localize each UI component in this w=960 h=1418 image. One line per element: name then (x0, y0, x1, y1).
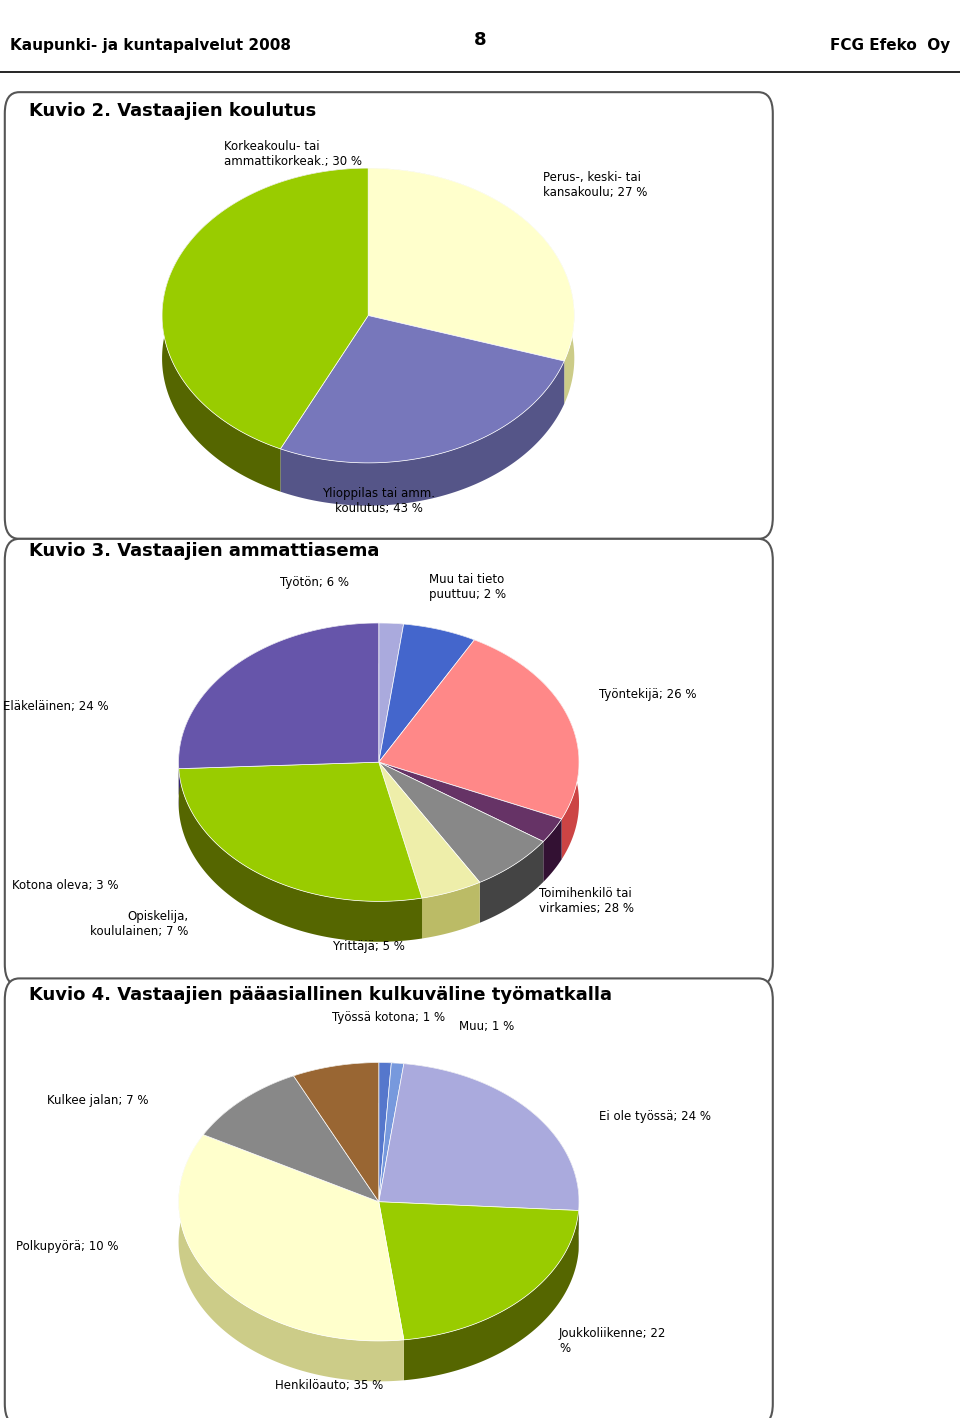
Text: Polkupyörä; 10 %: Polkupyörä; 10 % (16, 1241, 118, 1254)
Text: Toimihenkilö tai
virkamies; 28 %: Toimihenkilö tai virkamies; 28 % (539, 888, 634, 916)
Text: FCG Efeko  Oy: FCG Efeko Oy (830, 38, 950, 52)
Polygon shape (379, 623, 403, 763)
Polygon shape (480, 841, 543, 923)
Polygon shape (404, 1211, 579, 1380)
Text: 8: 8 (473, 31, 487, 50)
Polygon shape (369, 169, 574, 404)
Text: Korkeakoulu- tai
ammattikorkeak.; 30 %: Korkeakoulu- tai ammattikorkeak.; 30 % (224, 140, 362, 169)
Text: Kuvio 4. Vastaajien pääasiallinen kulkuväline työmatkalla: Kuvio 4. Vastaajien pääasiallinen kulkuv… (29, 986, 612, 1004)
Polygon shape (379, 1062, 392, 1202)
Polygon shape (474, 640, 579, 859)
Polygon shape (179, 623, 379, 810)
Polygon shape (162, 169, 369, 492)
Polygon shape (294, 1062, 379, 1202)
Polygon shape (379, 623, 403, 665)
Polygon shape (369, 169, 574, 362)
Polygon shape (379, 1064, 579, 1211)
Polygon shape (379, 624, 474, 763)
Text: Henkilöauto; 35 %: Henkilöauto; 35 % (275, 1380, 383, 1392)
Polygon shape (179, 623, 379, 769)
Text: Perus-, keski- tai
kansakoulu; 27 %: Perus-, keski- tai kansakoulu; 27 % (543, 170, 648, 199)
Text: Muu; 1 %: Muu; 1 % (459, 1020, 515, 1034)
Polygon shape (379, 763, 543, 882)
Text: Opiskelija,
koululainen; 7 %: Opiskelija, koululainen; 7 % (90, 910, 188, 937)
Polygon shape (179, 1134, 404, 1341)
Text: Ei ole työssä; 24 %: Ei ole työssä; 24 % (599, 1110, 711, 1123)
Polygon shape (204, 1076, 294, 1176)
Text: Eläkeläinen; 24 %: Eläkeläinen; 24 % (3, 699, 108, 713)
Polygon shape (162, 169, 369, 450)
Text: Kotona oleva; 3 %: Kotona oleva; 3 % (12, 879, 118, 892)
Polygon shape (280, 362, 564, 506)
Polygon shape (379, 640, 579, 820)
Text: Joukkoliikenne; 22
%: Joukkoliikenne; 22 % (559, 1327, 666, 1356)
Polygon shape (294, 1062, 379, 1116)
Polygon shape (179, 763, 422, 902)
Polygon shape (379, 1064, 404, 1202)
Text: Työntekijä; 26 %: Työntekijä; 26 % (599, 688, 697, 702)
Polygon shape (379, 763, 480, 898)
Polygon shape (543, 820, 562, 882)
Polygon shape (280, 316, 564, 462)
Text: Kaupunki- ja kuntapalvelut 2008: Kaupunki- ja kuntapalvelut 2008 (10, 38, 291, 52)
Text: Työssä kotona; 1 %: Työssä kotona; 1 % (332, 1011, 445, 1024)
Polygon shape (204, 1076, 379, 1202)
Polygon shape (379, 1202, 579, 1340)
Text: Yrittäjä; 5 %: Yrittäjä; 5 % (332, 940, 405, 953)
Polygon shape (379, 763, 562, 841)
Polygon shape (392, 1064, 404, 1105)
Polygon shape (403, 624, 474, 681)
Text: Ylioppilas tai amm.
koulutus; 43 %: Ylioppilas tai amm. koulutus; 43 % (322, 486, 435, 515)
Polygon shape (422, 882, 480, 939)
Text: Kuvio 3. Vastaajien ammattiasema: Kuvio 3. Vastaajien ammattiasema (29, 542, 379, 560)
Polygon shape (179, 769, 422, 942)
Polygon shape (379, 1062, 392, 1103)
Text: Muu tai tieto
puuttuu; 2 %: Muu tai tieto puuttuu; 2 % (429, 573, 506, 601)
Text: Kuvio 2. Vastaajien koulutus: Kuvio 2. Vastaajien koulutus (29, 102, 316, 121)
Text: Kulkee jalan; 7 %: Kulkee jalan; 7 % (47, 1095, 149, 1107)
Text: Työtön; 6 %: Työtön; 6 % (279, 576, 348, 588)
Polygon shape (179, 1134, 404, 1381)
Polygon shape (404, 1064, 579, 1251)
